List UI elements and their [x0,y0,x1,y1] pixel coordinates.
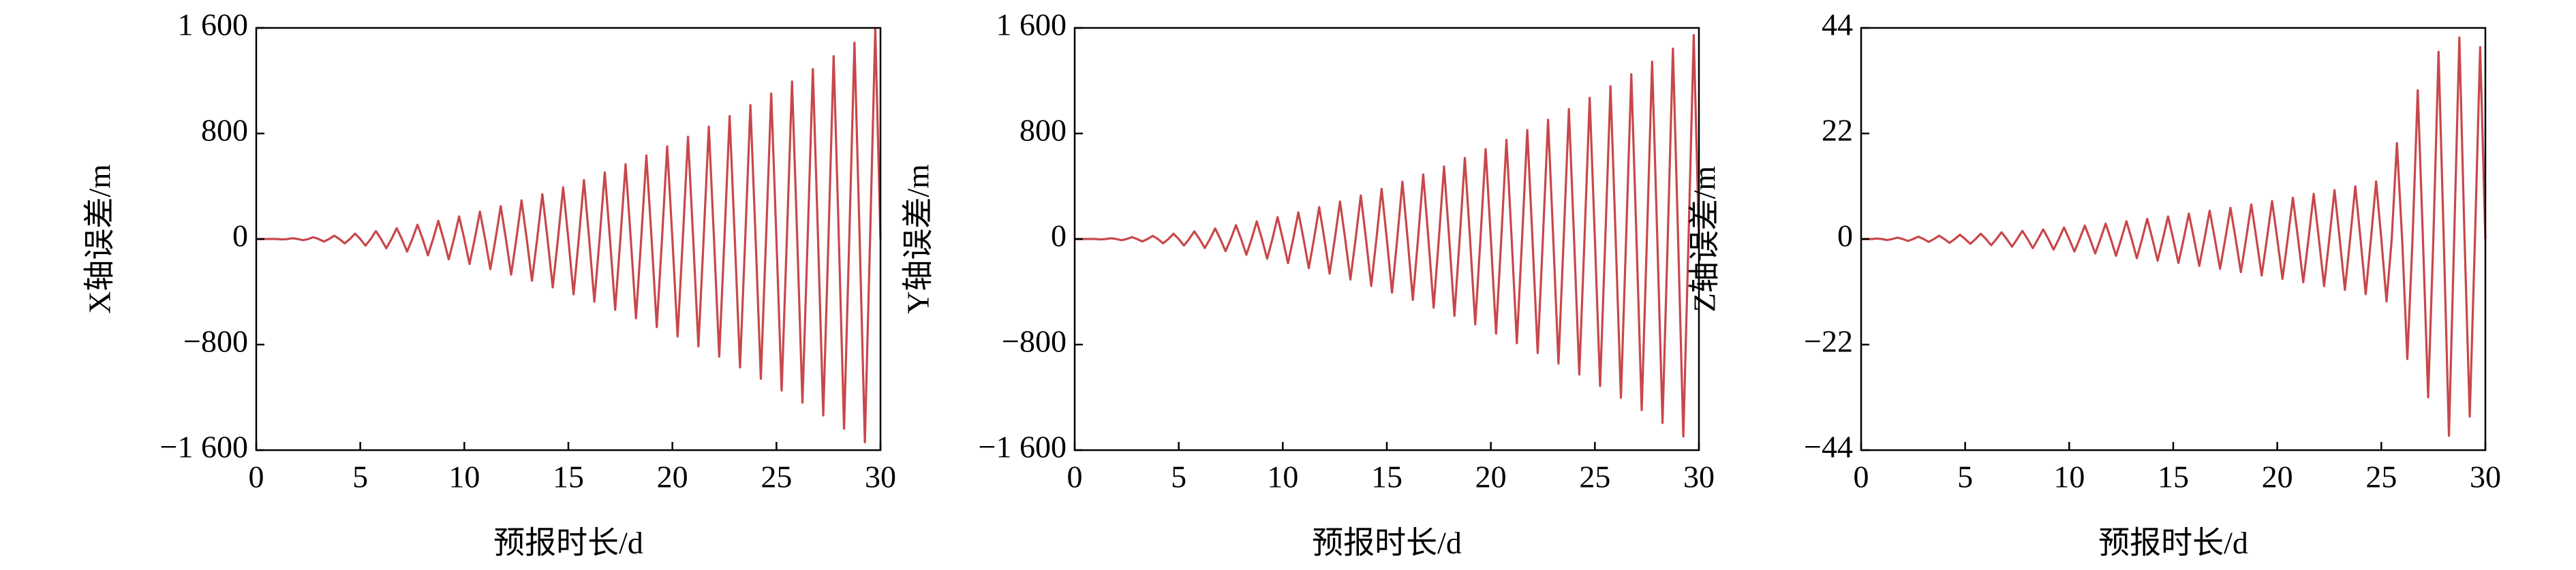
y-tick-label: −1 600 [160,430,248,464]
y-tick-label: 22 [1822,113,1853,148]
x-tick-label: 0 [249,460,264,494]
x-axis-label: 预报时长/d [1312,526,1462,560]
x-tick-label: 10 [2053,460,2085,494]
x-tick-label: 15 [553,460,584,494]
x-tick-label: 5 [1171,460,1186,494]
y-tick-label: 0 [1837,219,1853,253]
y-axis-label: Y轴误差/m [901,164,936,314]
y-tick-label: 800 [201,113,248,148]
x-tick-label: 5 [352,460,368,494]
y-tick-label: 1 600 [996,7,1067,42]
x-tick-label: 25 [1579,460,1610,494]
y-tick-label: −44 [1804,430,1853,464]
x-tick-label: 30 [865,460,896,494]
y-tick-label: 0 [1051,219,1067,253]
x-tick-label: 0 [1854,460,1869,494]
data-line [256,27,882,443]
y-tick-label: −800 [1002,324,1067,359]
x-tick-label: 15 [1371,460,1402,494]
y-axis-label: X轴误差/m [82,164,117,314]
x-tick-label: 25 [2365,460,2397,494]
y-tick-label: 800 [1019,113,1067,148]
x-tick-label: 30 [2470,460,2501,494]
x-tick-label: 20 [1475,460,1507,494]
data-line [1075,34,1700,438]
y-tick-label: 1 600 [178,7,249,42]
data-line [1861,36,2487,437]
x-tick-label: 25 [761,460,792,494]
x-tick-label: 20 [657,460,688,494]
x-axis-label: 预报时长/d [493,526,643,560]
y-tick-label: −1 600 [979,430,1067,464]
x-tick-label: 10 [448,460,480,494]
x-axis-label: 预报时长/d [2098,526,2248,560]
y-axis-label: Z轴误差/m [1687,165,1722,312]
y-tick-label: −800 [183,324,248,359]
y-tick-label: 44 [1822,7,1853,42]
x-tick-label: 30 [1683,460,1715,494]
y-tick-label: −22 [1804,324,1853,359]
x-tick-label: 20 [2262,460,2293,494]
x-tick-label: 5 [1957,460,1973,494]
x-tick-label: 15 [2158,460,2189,494]
x-tick-label: 0 [1067,460,1083,494]
x-tick-label: 10 [1267,460,1298,494]
y-tick-label: 0 [232,219,248,253]
